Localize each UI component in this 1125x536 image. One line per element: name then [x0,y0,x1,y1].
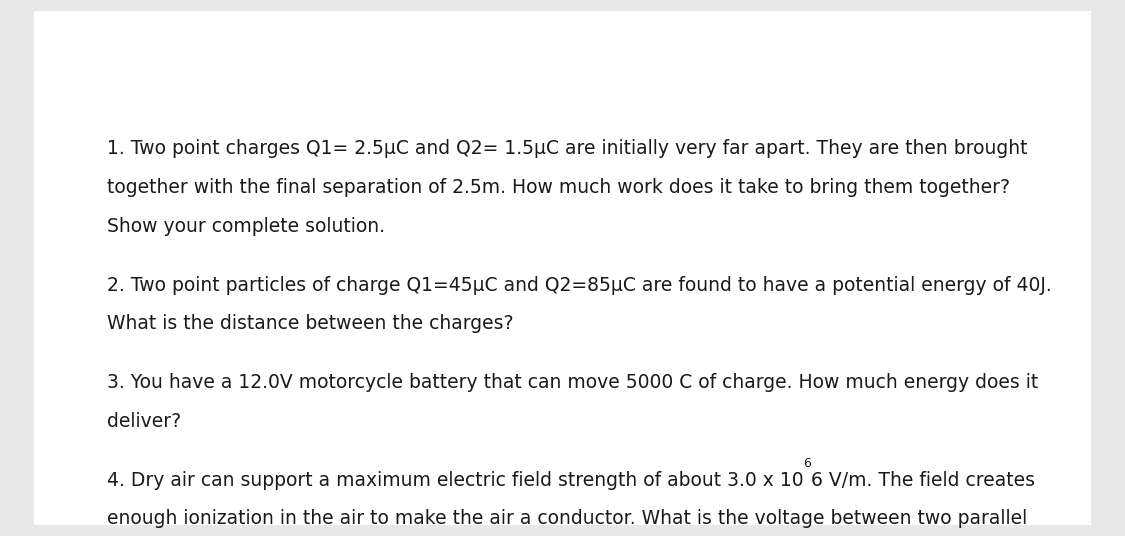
Text: 3. You have a 12.0V motorcycle battery that can move 5000 C of charge. How much : 3. You have a 12.0V motorcycle battery t… [107,373,1038,392]
Text: together with the final separation of 2.5m. How much work does it take to bring : together with the final separation of 2.… [107,178,1010,197]
Text: 4. Dry air can support a maximum electric field strength of about 3.0 x 10: 4. Dry air can support a maximum electri… [107,471,803,489]
Text: 1. Two point charges Q1= 2.5μC and Q2= 1.5μC are initially very far apart. They : 1. Two point charges Q1= 2.5μC and Q2= 1… [107,139,1027,158]
Text: deliver?: deliver? [107,412,181,430]
Text: 6 V/m. The field creates: 6 V/m. The field creates [811,471,1035,489]
Text: Show your complete solution.: Show your complete solution. [107,217,385,235]
Text: What is the distance between the charges?: What is the distance between the charges… [107,314,513,333]
Text: 2. Two point particles of charge Q1=45μC and Q2=85μC are found to have a potenti: 2. Two point particles of charge Q1=45μC… [107,276,1052,294]
Text: enough ionization in the air to make the air a conductor. What is the voltage be: enough ionization in the air to make the… [107,509,1027,528]
Text: 6: 6 [803,457,811,470]
